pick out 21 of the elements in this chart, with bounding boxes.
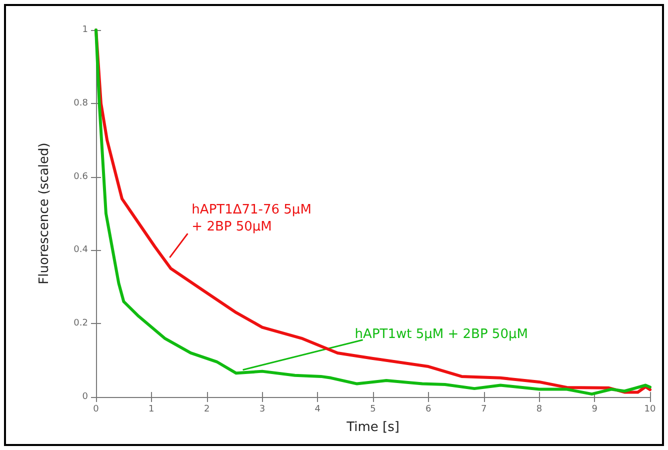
x-tick-label: 3 — [259, 404, 266, 414]
x-tick-label: 5 — [370, 404, 376, 414]
y-tick-label: 0 — [82, 392, 88, 402]
x-tick-label: 0 — [93, 404, 100, 414]
x-tick-label: 1 — [148, 404, 154, 414]
x-tick-label: 6 — [426, 404, 432, 414]
y-axis-title: Fluorescence (scaled) — [37, 142, 52, 284]
x-tick-label: 4 — [314, 404, 321, 414]
x-tick-label: 2 — [204, 404, 210, 414]
y-tick-label: 0.4 — [74, 245, 88, 256]
y-tick-label: 0.6 — [74, 172, 88, 182]
annotation: hAPT1Δ71-76 5μM + 2BP 50μM — [192, 202, 312, 235]
x-tick-label: 7 — [480, 404, 487, 414]
y-tick-label: 0.2 — [74, 318, 88, 329]
x-tick-label: 10 — [644, 404, 656, 414]
y-tick-label: 0.8 — [74, 98, 88, 108]
annotation: hAPT1wt 5μM + 2BP 50μM — [354, 326, 528, 342]
x-tick-label: 9 — [592, 404, 598, 414]
x-axis-title: Time [s] — [346, 420, 400, 435]
x-tick-label: 8 — [536, 404, 542, 414]
y-tick-label: 1 — [82, 25, 88, 35]
